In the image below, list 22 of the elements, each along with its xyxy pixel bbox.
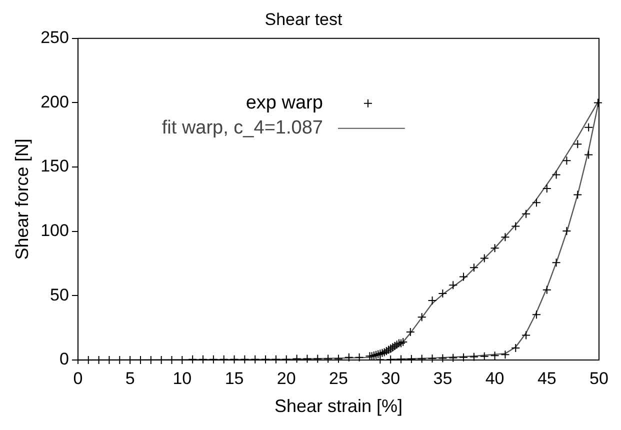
y-tick-label: 100 [40,221,69,240]
y-tick-label: 150 [40,156,69,176]
y-tick-label: 0 [59,350,69,369]
x-axis-title: Shear strain [%] [274,396,403,416]
x-tick-label: 10 [172,368,192,388]
legend-label: fit warp, c_4=1.087 [162,118,323,139]
x-tick-label: 5 [125,368,135,388]
y-tick-label: 200 [40,92,69,112]
x-tick-label: 50 [590,368,608,388]
x-tick-label: 30 [381,368,400,388]
x-tick-label: 15 [224,368,244,388]
x-tick-label: 25 [329,368,348,388]
y-tick-label: 250 [40,28,69,48]
y-tick-label: 50 [50,285,69,304]
x-tick-label: 20 [276,368,296,388]
x-tick-label: 35 [433,368,452,388]
x-tick-label: 40 [485,368,504,388]
legend-label: exp warp [246,92,323,114]
x-tick-label: 45 [537,368,556,388]
chart-title: Shear test [264,10,343,29]
x-tick-label: 0 [73,368,83,388]
y-axis-title: Shear force [N] [12,138,32,260]
